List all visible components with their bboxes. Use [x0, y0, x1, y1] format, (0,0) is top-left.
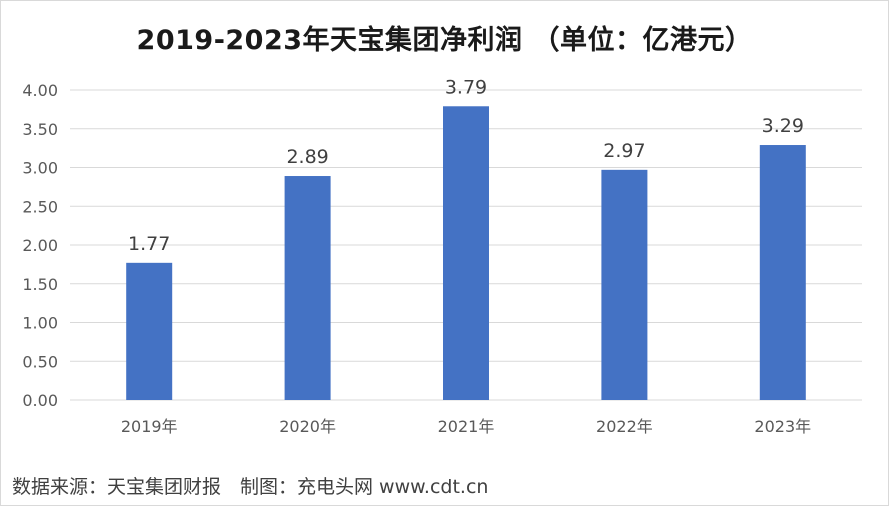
y-tick-label: 1.00	[22, 314, 58, 333]
bar	[284, 176, 331, 400]
data-label: 3.79	[445, 76, 487, 98]
data-label: 1.77	[128, 233, 170, 255]
y-tick-label: 0.50	[22, 352, 58, 371]
x-tick-label: 2019年	[121, 417, 178, 436]
y-axis-ticks: 0.00 0.50 1.00 1.50 2.00 2.50 3.00 3.50 4.00	[22, 81, 58, 410]
data-label: 3.29	[762, 115, 804, 137]
data-labels: 1.77 2.89 3.79 2.97 3.29	[128, 76, 804, 255]
y-tick-label: 3.00	[22, 159, 58, 178]
bar	[601, 169, 648, 400]
y-tick-label: 3.50	[22, 120, 58, 139]
x-tick-label: 2022年	[596, 417, 653, 436]
chart-title: 2019-2023年天宝集团净利润 （单位：亿港元）	[136, 25, 753, 56]
bar	[759, 145, 806, 400]
x-tick-label: 2020年	[279, 417, 336, 436]
source-note: 数据来源：天宝集团财报 制图：充电头网 www.cdt.cn	[12, 476, 489, 498]
x-axis-ticks: 2019年 2020年 2021年 2022年 2023年	[121, 417, 811, 436]
data-label: 2.97	[603, 140, 645, 162]
y-tick-label: 1.50	[22, 275, 58, 294]
x-tick-label: 2021年	[438, 417, 495, 436]
y-tick-label: 2.50	[22, 197, 58, 216]
bars	[126, 106, 806, 401]
bar	[126, 262, 173, 400]
bar	[443, 106, 489, 401]
data-label: 2.89	[286, 146, 328, 168]
x-tick-label: 2023年	[754, 417, 811, 436]
y-tick-label: 2.00	[22, 236, 58, 255]
y-tick-label: 4.00	[22, 81, 58, 100]
y-tick-label: 0.00	[22, 391, 58, 410]
